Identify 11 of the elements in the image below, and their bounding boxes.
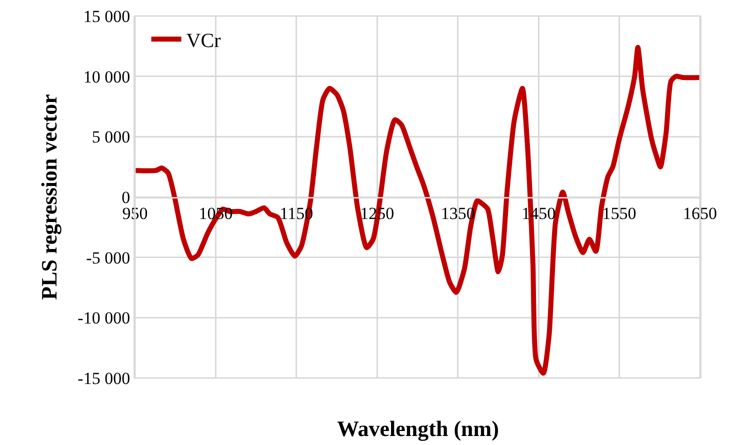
y-tick-label: -15 000	[78, 368, 130, 388]
legend-label: VCr	[186, 30, 222, 52]
y-tick-label: 5 000	[92, 128, 130, 147]
y-tick-label: 10 000	[83, 67, 130, 86]
y-tick-label: -10 000	[78, 308, 130, 328]
x-tick-label: 1550	[602, 204, 636, 223]
x-tick-label: 1650	[683, 204, 717, 223]
y-tick-label: 15 000	[83, 6, 130, 26]
x-axis-title: Wavelength (nm)	[337, 416, 499, 441]
y-tick-label: -5 000	[86, 248, 130, 268]
y-axis-title: PLS regression vector	[36, 94, 62, 300]
